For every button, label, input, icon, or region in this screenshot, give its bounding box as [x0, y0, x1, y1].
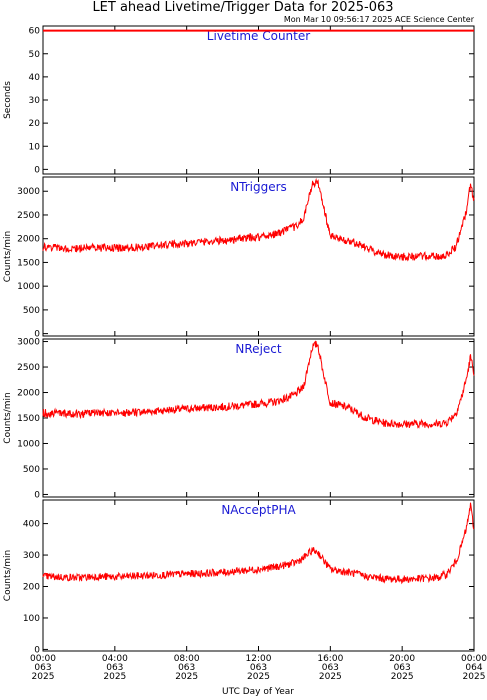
panels-group: 0 10 20 30 40 50 60 Seconds Livetime Counter 0 500…: [3, 25, 475, 655]
y-tick-label: 20: [29, 119, 41, 129]
x-tick-label-year: 2025: [391, 672, 414, 682]
series-line: [42, 502, 475, 585]
y-tick-label: 0: [34, 490, 40, 500]
x-tick-label-year: 2025: [32, 672, 55, 682]
series-line: [42, 340, 475, 429]
y-axis-label: Counts/min: [3, 550, 13, 601]
panel-2: 0 500 1000 1500 2000 2500 3000 Counts/min NRejec…: [3, 338, 475, 500]
y-axis-label: Counts/min: [3, 392, 13, 443]
x-tick-label-year: 2025: [319, 672, 342, 682]
y-tick-label: 400: [23, 520, 40, 530]
x-tick-label-year: 2025: [103, 672, 126, 682]
y-tick-label: 10: [29, 142, 41, 152]
x-tick-label-doy: 063: [322, 663, 339, 673]
y-tick-label: 100: [23, 614, 40, 624]
y-axis-label: Seconds: [3, 81, 13, 119]
y-tick-label: 2500: [17, 363, 40, 373]
y-tick-label: 30: [29, 96, 41, 106]
x-axis: 00:00063202504:00063202508:00063202512:0…: [30, 654, 487, 682]
x-tick-label-doy: 063: [250, 663, 267, 673]
y-tick-label: 40: [29, 73, 41, 83]
x-tick-label-year: 2025: [175, 672, 198, 682]
x-tick-label-doy: 063: [178, 663, 195, 673]
y-tick-label: 2000: [17, 235, 40, 245]
y-tick-label: 2000: [17, 389, 40, 399]
panel-title: NTriggers: [230, 180, 287, 194]
panel-3: 0 100 200 300 400 Counts/min NAcceptPHA: [3, 499, 475, 655]
panel-frame: [42, 25, 475, 175]
panel-title: NAcceptPHA: [221, 503, 296, 517]
x-tick-label-doy: 063: [106, 663, 123, 673]
y-tick-label: 2500: [17, 211, 40, 221]
chart-title: LET ahead Livetime/Trigger Data for 2025…: [92, 0, 393, 15]
y-tick-label: 300: [23, 551, 40, 561]
y-tick-label: 50: [29, 50, 41, 60]
series-line: [42, 177, 475, 262]
panel-title: NReject: [235, 342, 281, 356]
y-tick-label: 3000: [17, 187, 40, 197]
panel-0: 0 10 20 30 40 50 60 Seconds Livetime Counter: [3, 25, 475, 175]
y-tick-label: 3000: [17, 338, 40, 348]
panel-1: 0 500 1000 1500 2000 2500 3000 Counts/min NTrigg…: [3, 176, 475, 340]
y-tick-label: 0: [34, 330, 40, 340]
y-tick-label: 1500: [17, 414, 40, 424]
panel-frame: [42, 176, 475, 337]
y-tick-label: 60: [29, 27, 41, 37]
x-tick-label-year: 2025: [463, 672, 486, 682]
y-tick-label: 1500: [17, 258, 40, 268]
y-tick-label: 1000: [17, 439, 40, 449]
y-tick-label: 500: [23, 465, 40, 475]
x-tick-label-time: 00:00: [461, 654, 487, 664]
x-tick-label-time: 08:00: [174, 654, 200, 664]
x-tick-label-time: 00:00: [30, 654, 56, 664]
panel-title: Livetime Counter: [207, 29, 310, 43]
x-tick-label-time: 12:00: [246, 654, 272, 664]
x-tick-label-doy: 063: [34, 663, 51, 673]
generated-timestamp: Mon Mar 10 09:56:17 2025 ACE Science Cen…: [284, 15, 475, 24]
x-tick-label-year: 2025: [247, 672, 270, 682]
y-axis-label: Counts/min: [3, 231, 13, 282]
y-tick-label: 0: [34, 165, 40, 175]
y-tick-label: 500: [23, 306, 40, 316]
x-tick-label-time: 20:00: [389, 654, 415, 664]
panel-frame: [42, 338, 475, 498]
x-tick-label-time: 16:00: [317, 654, 343, 664]
x-tick-label-doy: 064: [465, 663, 482, 673]
y-tick-label: 0: [34, 645, 40, 655]
y-tick-label: 1000: [17, 282, 40, 292]
y-tick-label: 200: [23, 583, 40, 593]
x-tick-label-doy: 063: [394, 663, 411, 673]
x-axis-label: UTC Day of Year: [222, 687, 294, 697]
x-tick-label-time: 04:00: [102, 654, 128, 664]
